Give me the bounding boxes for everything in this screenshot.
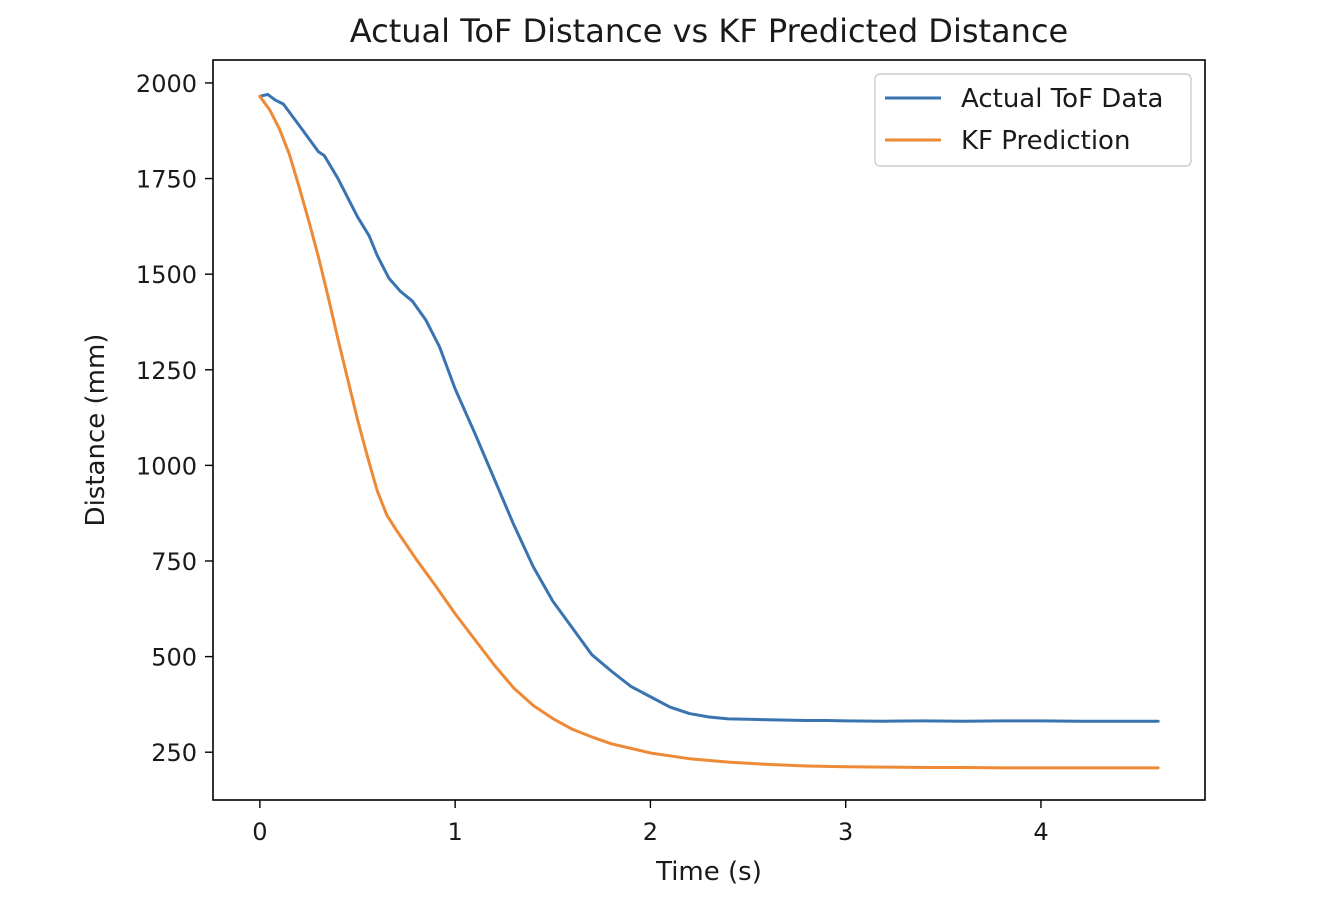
legend-label-2: KF Prediction (961, 126, 1130, 156)
x-tick-label: 4 (1033, 818, 1048, 846)
legend-box (874, 73, 1192, 167)
x-tick-label: 3 (838, 818, 853, 846)
chart-title: Actual ToF Distance vs KF Predicted Dist… (350, 12, 1068, 50)
series-line-2 (258, 94, 1160, 770)
legend: Actual ToF Data KF Prediction (874, 73, 1192, 167)
plot-frame (212, 59, 1206, 801)
x-tick-label: 0 (252, 818, 267, 846)
x-tick-label: 2 (643, 818, 658, 846)
y-axis-label: Distance (mm) (81, 334, 111, 527)
plot-area: 0 1 2 3 4 250 500 750 1000 1250 1500 1750 2000 (136, 59, 1206, 846)
y-tick-label: 1750 (136, 166, 197, 194)
y-tick-label: 1500 (136, 261, 197, 289)
x-axis-label: Time (s) (655, 857, 762, 887)
x-tick-label: 1 (448, 818, 463, 846)
y-tick-label: 750 (151, 548, 197, 576)
series-line-1 (258, 92, 1160, 723)
y-tick-label: 250 (151, 739, 197, 767)
y-tick-label: 1250 (136, 357, 197, 385)
legend-label-1: Actual ToF Data (961, 84, 1163, 114)
y-tick-label: 1000 (136, 452, 197, 480)
y-tick-label: 500 (151, 644, 197, 672)
y-tick-label: 2000 (136, 70, 197, 98)
